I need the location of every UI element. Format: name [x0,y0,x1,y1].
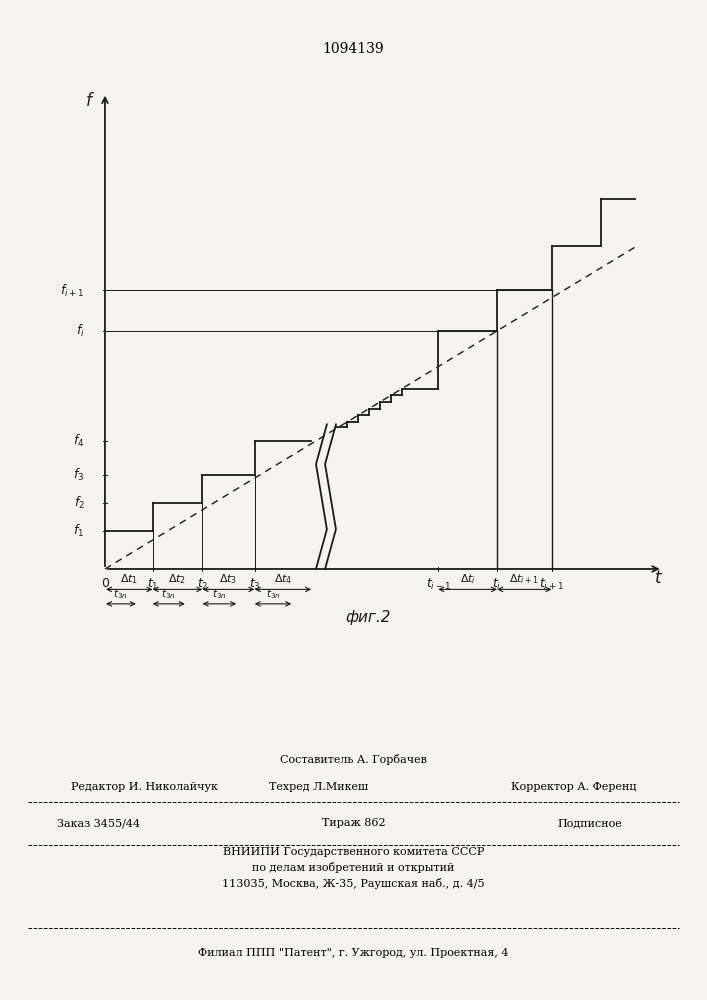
Text: Редактор И. Николайчук: Редактор И. Николайчук [71,782,218,792]
Text: $f_2$: $f_2$ [74,495,85,511]
Text: $\Delta t_3$: $\Delta t_3$ [219,573,238,586]
Text: Корректор А. Ференц: Корректор А. Ференц [510,782,636,792]
Text: $\Delta t_{i+1}$: $\Delta t_{i+1}$ [509,573,539,586]
Text: $t_{i+1}$: $t_{i+1}$ [539,577,564,592]
Text: 113035, Москва, Ж-35, Раушская наб., д. 4/5: 113035, Москва, Ж-35, Раушская наб., д. … [222,878,485,889]
Text: $t_{3n}$: $t_{3n}$ [114,587,128,601]
Text: $\Delta t_2$: $\Delta t_2$ [168,573,187,586]
Text: $\Delta t_i$: $\Delta t_i$ [460,573,476,586]
Text: $\Delta t_4$: $\Delta t_4$ [274,573,292,586]
Text: Подписное: Подписное [557,818,622,828]
Text: $t_{3n}$: $t_{3n}$ [212,587,227,601]
Text: $f_4$: $f_4$ [74,433,85,449]
Text: $f_3$: $f_3$ [74,467,85,483]
Text: $f_1$: $f_1$ [74,523,85,539]
Text: 0: 0 [101,577,109,590]
Text: Составитель А. Горбачев: Составитель А. Горбачев [280,754,427,765]
Text: Техред Л.Микеш: Техред Л.Микеш [269,782,368,792]
Text: $\Delta t_1$: $\Delta t_1$ [120,573,139,586]
Text: ВНИИПИ Государственного комитета СССР: ВНИИПИ Государственного комитета СССР [223,847,484,857]
Text: 1094139: 1094139 [322,42,385,56]
Text: f: f [86,92,92,110]
Text: $f_i$: $f_i$ [76,323,85,339]
Text: t: t [655,569,661,587]
Text: Заказ 3455/44: Заказ 3455/44 [57,818,140,828]
Text: $t_{3n}$: $t_{3n}$ [266,587,281,601]
Text: по делам изобретений и открытий: по делам изобретений и открытий [252,862,455,873]
Text: $t_{3n}$: $t_{3n}$ [161,587,176,601]
Text: $t_3$: $t_3$ [249,577,260,592]
Text: $t_i$: $t_i$ [493,577,502,592]
Text: $f_{i+1}$: $f_{i+1}$ [60,282,85,299]
Text: $t_2$: $t_2$ [197,577,208,592]
Text: фиг.2: фиг.2 [345,610,391,625]
Text: Тираж 862: Тираж 862 [322,818,385,828]
Text: $t_1$: $t_1$ [147,577,158,592]
Text: $t_{i-1}$: $t_{i-1}$ [426,577,450,592]
Text: Филиал ППП "Патент", г. Ужгород, ул. Проектная, 4: Филиал ППП "Патент", г. Ужгород, ул. Про… [198,948,509,958]
